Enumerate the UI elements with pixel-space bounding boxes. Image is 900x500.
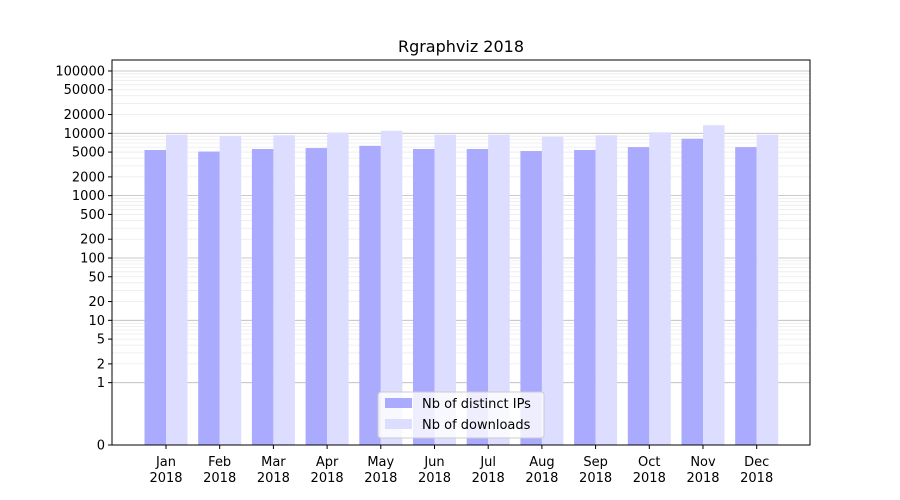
x-tick-label-month: Apr xyxy=(316,455,339,470)
x-axis: Jan2018Feb2018Mar2018Apr2018May2018Jun20… xyxy=(149,445,773,486)
bar-downloads xyxy=(219,136,242,446)
x-tick-label-month: Jun xyxy=(423,455,444,470)
bar-downloads xyxy=(649,132,671,445)
bar-downloads xyxy=(380,130,403,445)
x-tick-label-month: Dec xyxy=(744,455,769,470)
y-tick-label: 20 xyxy=(88,295,105,310)
bar-distinct-ips xyxy=(466,149,489,446)
x-tick-label-month: Mar xyxy=(261,455,286,470)
bar-downloads xyxy=(434,134,456,446)
y-tick-label: 10 xyxy=(88,314,105,329)
x-tick-label-year: 2018 xyxy=(203,471,236,486)
y-tick-label: 5 xyxy=(97,333,105,348)
x-tick-label-month: Jan xyxy=(155,455,176,470)
plot-frame xyxy=(111,59,811,446)
x-tick-label-year: 2018 xyxy=(257,471,290,486)
x-tick-label-year: 2018 xyxy=(686,471,719,486)
legend: Nb of distinct IPs Nb of downloads xyxy=(377,391,545,439)
y-tick-label: 200 xyxy=(80,233,105,248)
bar-distinct-ips xyxy=(574,149,596,445)
y-tick-label: 20000 xyxy=(64,108,105,123)
y-tick-label: 2000 xyxy=(72,170,105,185)
bar-distinct-ips xyxy=(359,145,381,445)
legend-label-distinct-ips: Nb of distinct IPs xyxy=(422,397,531,412)
x-tick-label-month: Sep xyxy=(583,455,608,470)
y-tick-label: 100 xyxy=(80,251,105,266)
x-tick-label-month: May xyxy=(367,455,394,470)
bar-downloads xyxy=(327,132,349,445)
chart-title: Rgraphviz 2018 xyxy=(398,37,524,56)
legend-label-downloads: Nb of downloads xyxy=(422,418,531,433)
bar-distinct-ips xyxy=(251,149,274,446)
y-tick-label: 50000 xyxy=(64,83,105,98)
bar-distinct-ips xyxy=(735,147,757,445)
y-axis: 0 1 2 5 10 20 50 100 200 500 1000 2000 5000 10000 2000… xyxy=(55,64,112,454)
bar-distinct-ips xyxy=(305,148,328,446)
x-tick-label-month: Feb xyxy=(208,455,231,470)
y-tick-label: 1 xyxy=(97,376,105,391)
x-tick-label-year: 2018 xyxy=(740,471,773,486)
legend-box xyxy=(377,391,545,439)
x-tick-label-year: 2018 xyxy=(311,471,344,486)
x-tick-label-month: Nov xyxy=(690,455,716,470)
legend-swatch-distinct-ips xyxy=(385,398,412,408)
x-tick-label-month: Jul xyxy=(479,455,496,470)
bar-distinct-ips xyxy=(144,149,166,445)
y-tick-label: 1000 xyxy=(72,189,105,204)
x-tick-label-month: Oct xyxy=(638,455,660,470)
x-tick-label-year: 2018 xyxy=(579,471,612,486)
x-tick-label-year: 2018 xyxy=(633,471,666,486)
bar-downloads xyxy=(273,135,295,445)
bars xyxy=(144,125,779,446)
bar-downloads xyxy=(703,125,725,446)
x-tick-label-year: 2018 xyxy=(472,471,505,486)
y-tick-label: 5000 xyxy=(72,146,105,161)
bar-distinct-ips xyxy=(681,138,703,445)
x-tick-label-year: 2018 xyxy=(418,471,451,486)
bar-downloads xyxy=(756,134,779,446)
x-tick-label-year: 2018 xyxy=(525,471,558,486)
y-tick-label: 500 xyxy=(80,208,105,223)
y-tick-label: 100000 xyxy=(55,64,105,79)
y-tick-label: 2 xyxy=(97,357,105,372)
bar-downloads xyxy=(595,135,618,445)
bar-distinct-ips xyxy=(198,151,220,445)
x-tick-label-year: 2018 xyxy=(149,471,182,486)
y-tick-label: 10000 xyxy=(64,127,105,142)
bar-distinct-ips xyxy=(520,151,542,445)
legend-swatch-downloads xyxy=(385,419,412,429)
y-tick-label: 50 xyxy=(88,270,105,285)
bar-downloads xyxy=(541,136,564,446)
bar-downloads xyxy=(166,134,188,446)
x-tick-label-year: 2018 xyxy=(364,471,397,486)
bar-distinct-ips xyxy=(413,149,435,446)
bar-downloads xyxy=(488,134,510,446)
bar-distinct-ips xyxy=(627,147,650,445)
x-tick-label-month: Aug xyxy=(529,455,554,470)
y-tick-label: 0 xyxy=(97,439,105,454)
